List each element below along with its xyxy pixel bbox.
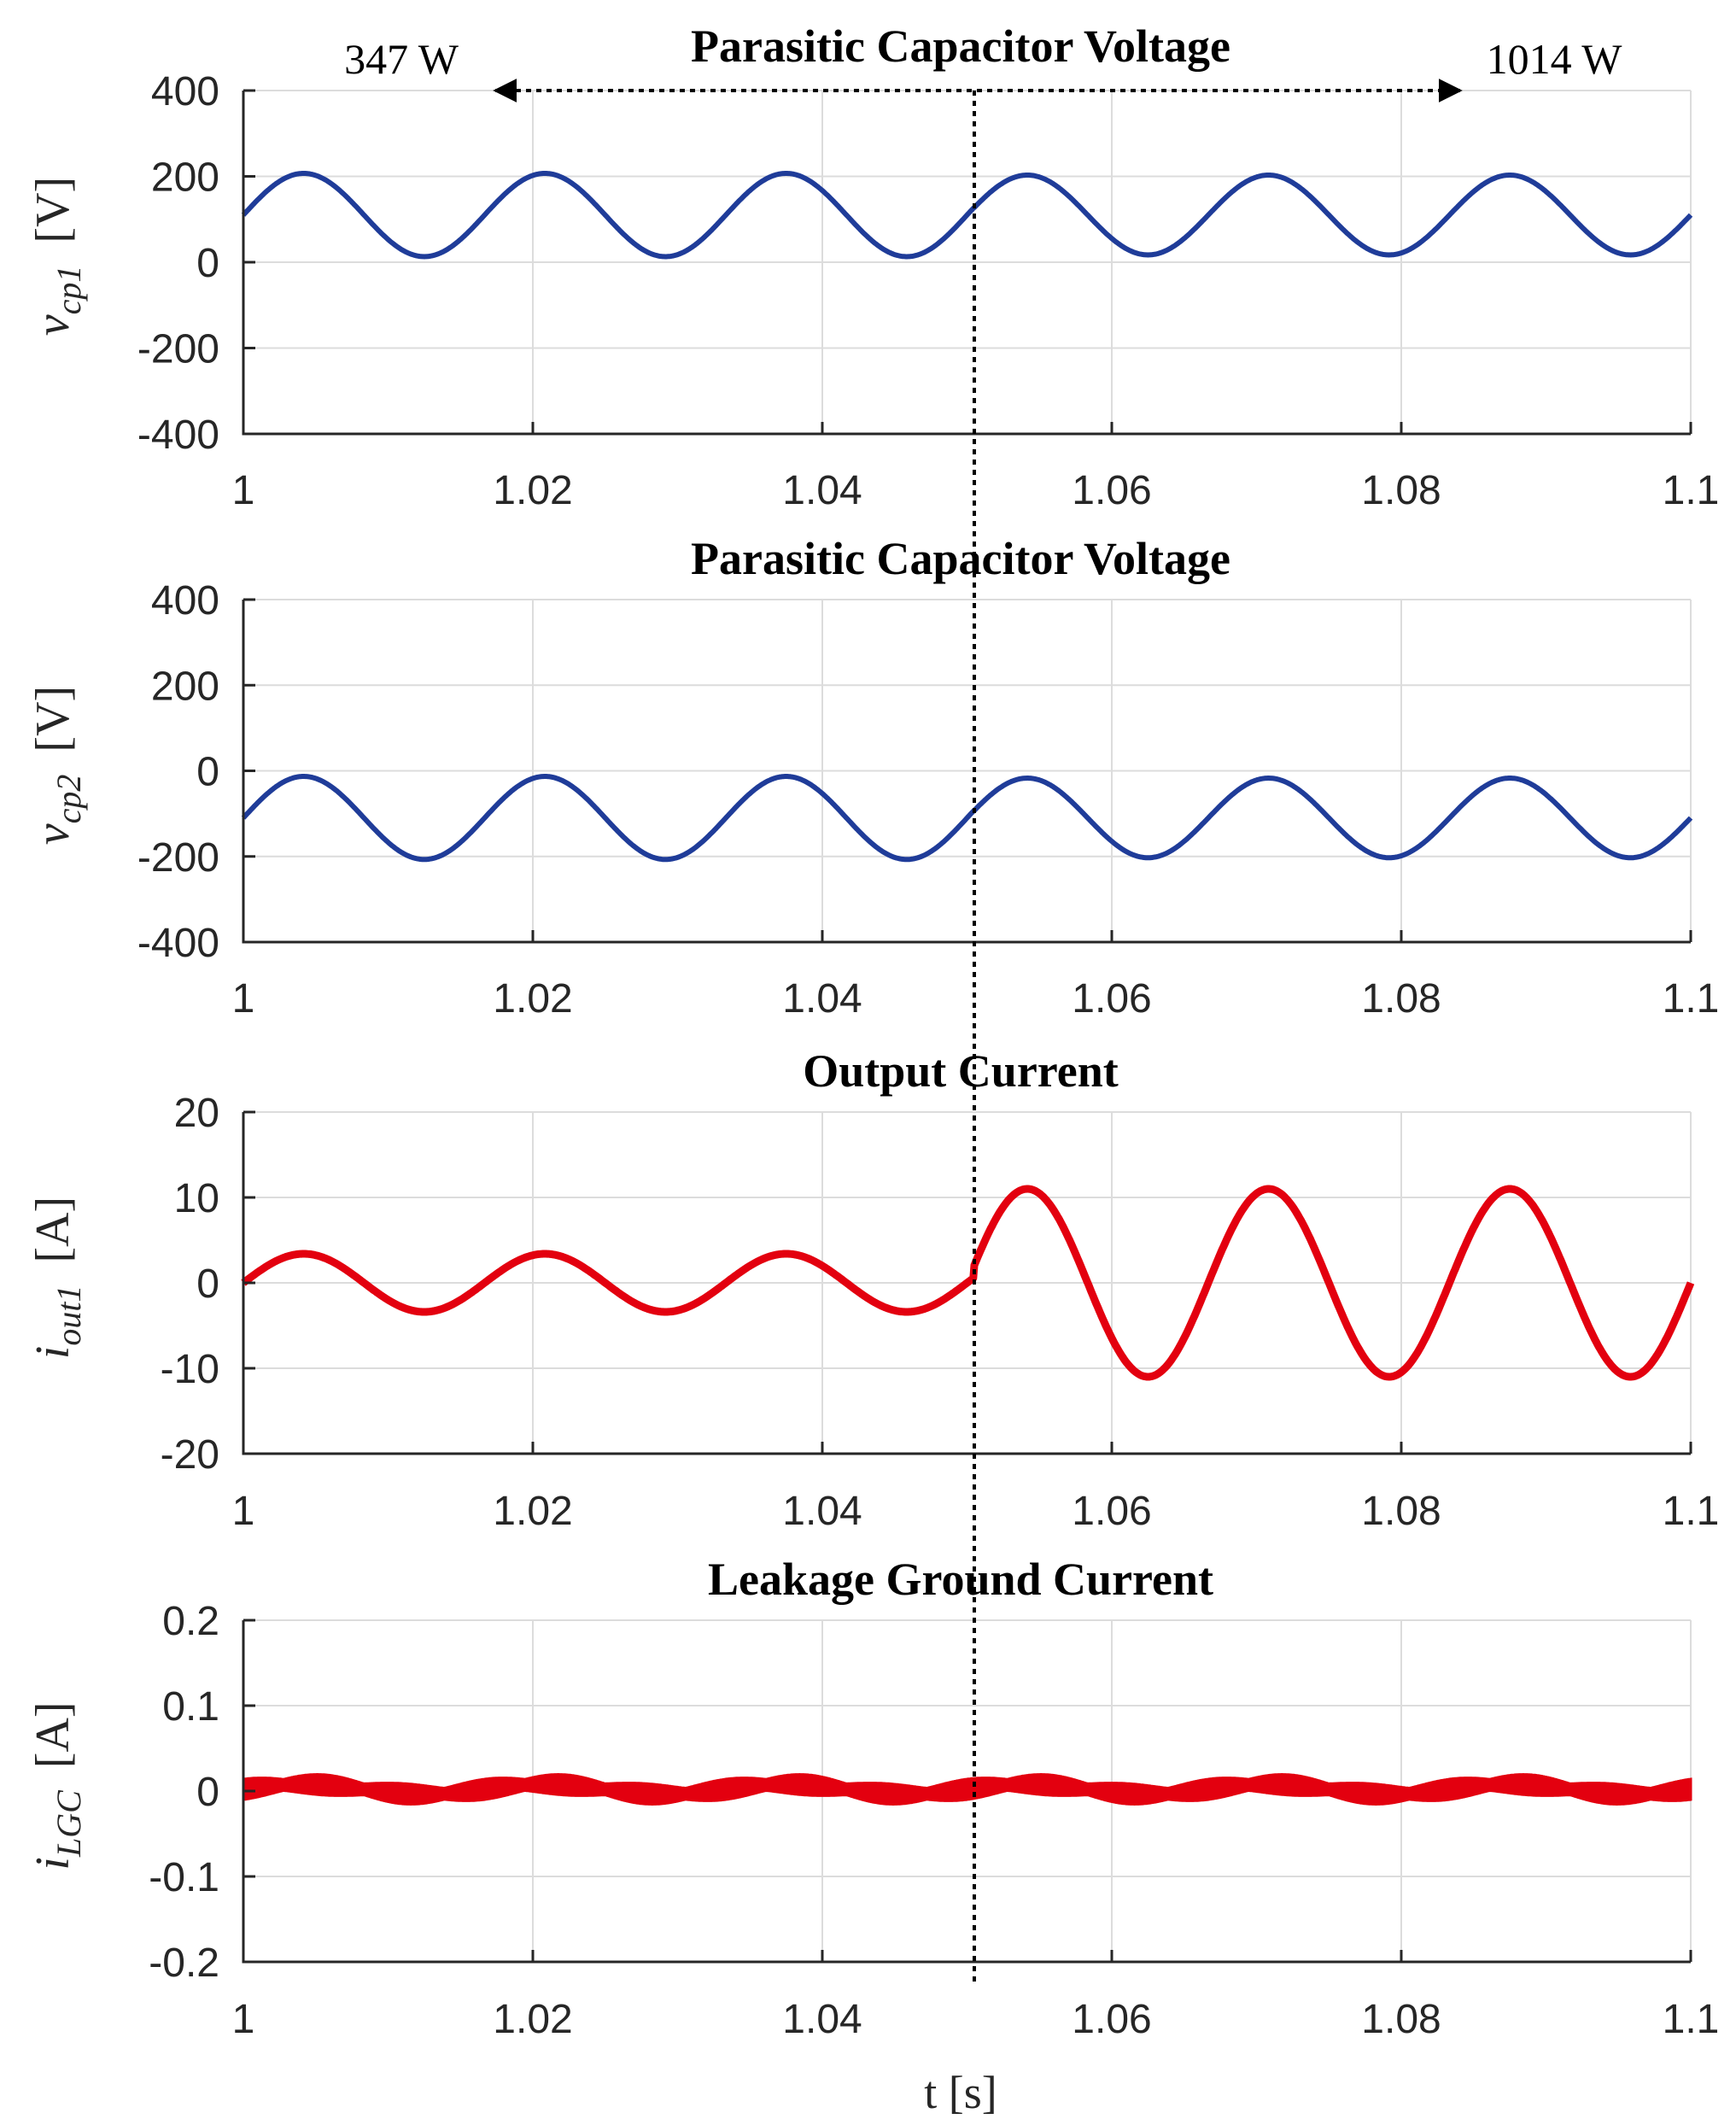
panel-1-grid [243, 90, 1692, 435]
panel-2-xtick-label: 1.02 [493, 976, 572, 1022]
series-i_LGC [242, 1772, 1692, 1806]
panel-1-xticks: 1 1.02 1.04 1.06 1.08 1.1 [232, 468, 1720, 513]
panel-1-title: Parasitic Capacitor Voltage [691, 20, 1230, 72]
panel-2-axes [242, 598, 1692, 944]
panel-4-xtick-label: 1.06 [1072, 1997, 1151, 2042]
panel-2-xtick-label: 1.1 [1663, 976, 1720, 1022]
panel-3-xtick-label: 1.08 [1361, 1489, 1441, 1534]
panel-1-ylabel: vcp1[V] [26, 177, 88, 336]
panel-4-xtick-label: 1 [232, 1997, 255, 2042]
panel-3-xticks: 1 1.02 1.04 1.06 1.08 1.1 [232, 1489, 1720, 1534]
left-power-label: 347 W [344, 35, 459, 83]
panel-4-xtick-label: 1.08 [1361, 1997, 1441, 2042]
panel-3-xtick-label: 1.04 [782, 1489, 862, 1534]
panel-4-title: Leakage Ground Current [708, 1554, 1213, 1605]
panel-4-xticks: 1 1.02 1.04 1.06 1.08 1.1 [232, 1997, 1720, 2042]
panel-1-series [241, 171, 1693, 260]
panel-2-title: Parasitic Capacitor Voltage [691, 533, 1230, 584]
panel-4-xtick-label: 1.04 [782, 1997, 862, 2042]
panel-4: Leakage Ground Current 0.2 0.1 0 -0.1 -0.2 1… [26, 1554, 1719, 2118]
panel-2-ytick-label: 400 [151, 578, 219, 623]
panel-1-xtick-label: 1.06 [1072, 468, 1151, 513]
panel-3-title: Output Current [803, 1045, 1119, 1097]
panel-3-ytick-label: 20 [174, 1091, 219, 1136]
series-i_out1 [240, 1185, 1695, 1381]
panel-2-ytick-label: -200 [137, 835, 219, 881]
panel-2-series [241, 774, 1693, 863]
panel-1-xtick-label: 1.04 [782, 468, 862, 513]
panel-4-axis-lines [242, 1620, 1691, 1964]
panel-2-yticks: 400 200 0 -200 -400 [137, 578, 219, 966]
series-v_cp2 [241, 774, 1693, 863]
panel-1-ytick-label: 200 [151, 155, 219, 201]
panel-4-series [242, 1772, 1692, 1806]
panel-3-xtick-label: 1 [232, 1489, 255, 1534]
panel-1-ytick-label: -400 [137, 413, 219, 458]
panel-2-ytick-label: -400 [137, 921, 219, 966]
panel-3-ytick-label: 0 [196, 1262, 219, 1307]
x-axis-label: t [s] [924, 2067, 997, 2118]
panel-4-xtick-label: 1.1 [1663, 1997, 1720, 2042]
panel-2-xtick-label: 1.08 [1361, 976, 1441, 1022]
panel-4-ytick-label: -0.2 [149, 1941, 219, 1986]
panel-2-axis-lines [242, 600, 1691, 944]
panel-2-xtick-label: 1.06 [1072, 976, 1151, 1022]
panel-4-ytick-label: 0 [196, 1770, 219, 1815]
panel-3-axis-lines [242, 1112, 1691, 1455]
panel-1-ytick-label: 400 [151, 69, 219, 114]
panel-2-ylabel: vcp2[V] [26, 686, 88, 845]
panel-3-xtick-label: 1.06 [1072, 1489, 1151, 1534]
panel-1-ytick-label: 0 [196, 241, 219, 286]
panel-3-ytick-label: 10 [174, 1176, 219, 1221]
annotations: 347 W 1014 W [344, 35, 1622, 1986]
panel-3-xtick-label: 1.1 [1663, 1489, 1720, 1534]
panel-4-ytick-label: -0.1 [149, 1855, 219, 1900]
panel-2-grid [243, 599, 1692, 943]
series-v_cp1 [241, 171, 1693, 260]
panel-4-ytick-label: 0.2 [162, 1599, 219, 1644]
panel-1-xtick-label: 1.02 [493, 468, 572, 513]
panel-2: Parasitic Capacitor Voltage 400 200 0 -200 -… [26, 533, 1719, 1022]
panel-3-ytick-label: -20 [161, 1432, 219, 1478]
panel-3-yticks: 20 10 0 -10 -20 [161, 1091, 219, 1478]
panel-3-ytick-label: -10 [161, 1347, 219, 1392]
panel-1-axes [242, 89, 1692, 436]
panel-4-ylabel: iLGC[A] [26, 1701, 88, 1870]
panel-3-series [240, 1185, 1695, 1381]
panel-4-yticks: 0.2 0.1 0 -0.1 -0.2 [149, 1599, 219, 1986]
panel-3-axes [242, 1110, 1692, 1455]
panel-2-xtick-label: 1 [232, 976, 255, 1022]
panel-4-ytick-label: 0.1 [162, 1684, 219, 1730]
panel-1: Parasitic Capacitor Voltage 400 200 0 -200 -… [26, 20, 1719, 513]
panel-2-xtick-label: 1.04 [782, 976, 862, 1022]
panel-2-ytick-label: 200 [151, 664, 219, 709]
panel-1-xtick-label: 1.1 [1663, 468, 1720, 513]
panel-1-yticks: 400 200 0 -200 -400 [137, 69, 219, 458]
right-power-label: 1014 W [1487, 35, 1623, 83]
panel-2-ytick-label: 0 [196, 750, 219, 795]
panel-1-xtick-label: 1.08 [1361, 468, 1441, 513]
panel-1-axis-lines [242, 91, 1691, 436]
panel-1-ytick-label: -200 [137, 327, 219, 372]
panel-4-axes [242, 1619, 1692, 1964]
panel-3: Output Current 20 10 0 -10 -20 1 1.02 1.04 1.06… [26, 1045, 1719, 1534]
panel-3-xtick-label: 1.02 [493, 1489, 572, 1534]
panel-4-xtick-label: 1.02 [493, 1997, 572, 2042]
panel-3-ylabel: iout1[A] [26, 1197, 88, 1359]
panel-2-xticks: 1 1.02 1.04 1.06 1.08 1.1 [232, 976, 1720, 1022]
panel-1-xtick-label: 1 [232, 468, 255, 513]
